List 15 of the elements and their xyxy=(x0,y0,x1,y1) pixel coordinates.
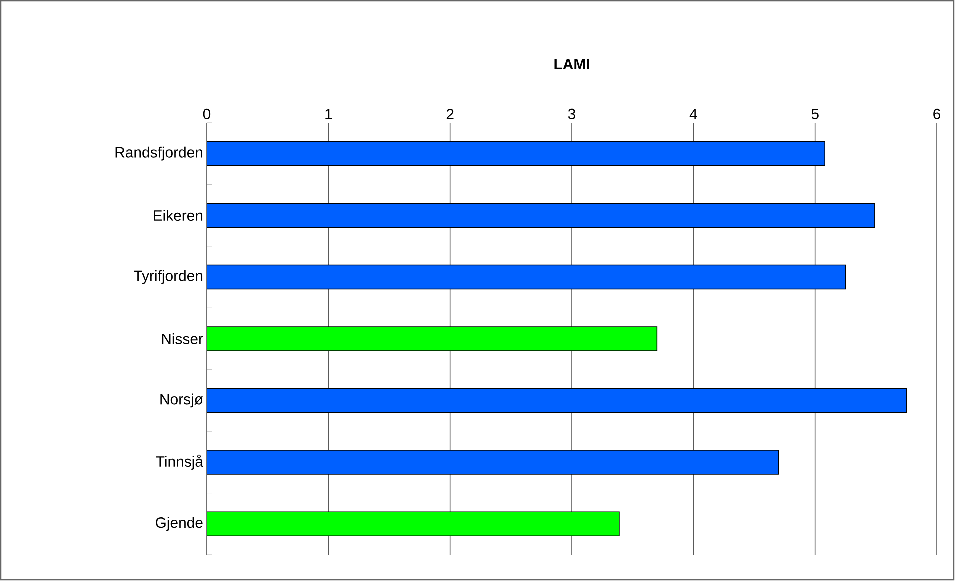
y-tick-label: Norsjø xyxy=(160,394,204,408)
y-tick-label: Randsfjorden xyxy=(116,146,203,161)
y-tick-label: Gjende xyxy=(156,517,203,532)
x-tick-label: 1 xyxy=(326,109,332,120)
x-tick-label: 3 xyxy=(568,108,576,120)
y-tick-label: Eikeren xyxy=(154,210,203,222)
x-tick-label: 2 xyxy=(446,109,454,120)
y-tick-label: Nisser xyxy=(162,334,204,344)
x-tick-label: 4 xyxy=(690,109,698,120)
chart-title: LAMI xyxy=(554,59,590,70)
y-tick-label: Tyrifjorden xyxy=(134,270,203,284)
x-tick-label: 5 xyxy=(812,109,819,120)
y-tick-label: Tinnsjå xyxy=(156,454,204,470)
x-tick-label: 6 xyxy=(934,108,941,120)
x-tick-label: 0 xyxy=(203,108,211,120)
